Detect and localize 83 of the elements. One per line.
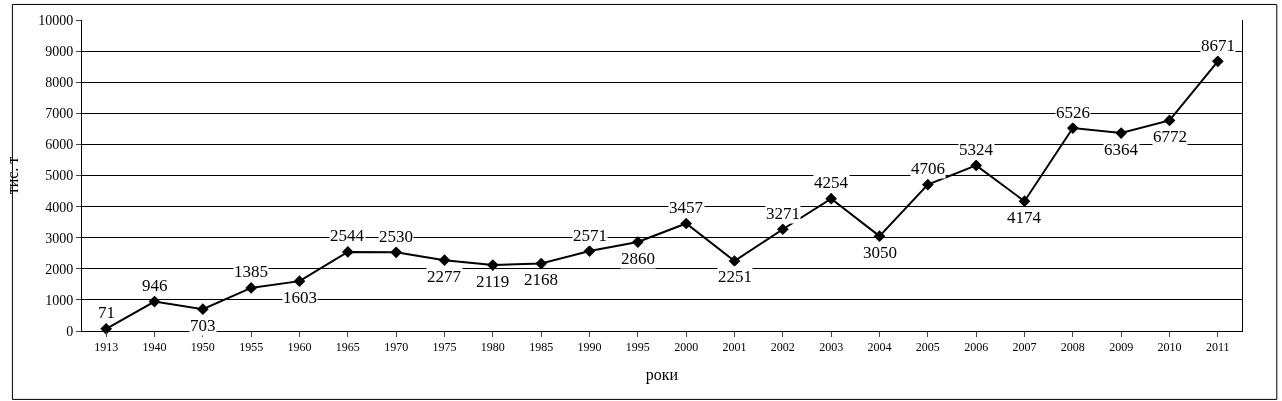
x-tick-label: 1970 xyxy=(384,340,409,355)
data-label: 1603 xyxy=(283,288,317,307)
x-tick-label: 1940 xyxy=(142,340,167,355)
x-tick-label: 2005 xyxy=(915,340,940,355)
point xyxy=(776,223,789,236)
data-label: 2571 xyxy=(573,226,607,245)
data-label: 4254 xyxy=(814,173,849,192)
data-label: 2277 xyxy=(427,267,462,286)
y-tick-label: 10000 xyxy=(38,12,74,28)
x-axis-title: роки xyxy=(645,366,679,385)
y-tick-label: 1000 xyxy=(45,292,74,308)
point xyxy=(583,245,596,257)
point xyxy=(1163,114,1176,127)
data-label: 4174 xyxy=(1007,208,1042,227)
data-label: 3271 xyxy=(766,204,800,223)
y-tick-label: 8000 xyxy=(45,75,74,91)
x-tick-label: 2000 xyxy=(674,340,699,355)
data-label: 703 xyxy=(190,316,216,335)
y-tick-label: 4000 xyxy=(45,199,74,215)
y-tick-label: 6000 xyxy=(45,137,74,153)
x-tick-label: 1913 xyxy=(94,340,119,355)
point xyxy=(728,255,741,267)
data-label: 946 xyxy=(142,276,168,295)
x-tick-label: 1965 xyxy=(335,340,360,355)
data-label: 5324 xyxy=(959,140,994,159)
data-label: 4706 xyxy=(911,159,945,178)
y-tick-label: 5000 xyxy=(45,168,74,184)
y-tick-label: 3000 xyxy=(45,230,74,246)
x-tick-label: 2007 xyxy=(1012,340,1037,355)
point xyxy=(921,178,934,191)
data-label: 3457 xyxy=(669,198,704,217)
x-tick-label: 1960 xyxy=(287,340,312,355)
point xyxy=(196,303,209,315)
point xyxy=(486,259,499,271)
data-label: 2544 xyxy=(330,226,365,245)
point xyxy=(631,236,644,248)
point xyxy=(1211,55,1224,68)
y-axis-title: тис. т xyxy=(4,156,22,195)
data-label: 6364 xyxy=(1104,140,1139,159)
data-label: 2251 xyxy=(718,267,752,286)
y-tick-label: 7000 xyxy=(45,106,74,122)
x-tick-label: 1980 xyxy=(480,340,505,355)
x-tick-label: 2010 xyxy=(1157,340,1182,355)
x-tick-label: 1995 xyxy=(625,340,650,355)
data-label: 2860 xyxy=(621,249,655,268)
y-tick-label: 2000 xyxy=(45,261,74,277)
point xyxy=(970,159,983,172)
x-tick-label: 2003 xyxy=(819,340,844,355)
x-tick-label: 1975 xyxy=(432,340,457,355)
point xyxy=(873,230,886,242)
x-tick-label: 2011 xyxy=(1206,340,1230,355)
data-label: 2168 xyxy=(524,270,558,289)
x-tick-label: 2001 xyxy=(722,340,747,355)
point xyxy=(1066,122,1079,134)
point xyxy=(825,192,838,205)
point xyxy=(1115,127,1128,139)
point xyxy=(535,257,548,270)
data-label: 3050 xyxy=(863,243,897,262)
point xyxy=(293,275,306,287)
point xyxy=(438,254,451,267)
data-label: 6772 xyxy=(1153,127,1187,146)
data-label: 2530 xyxy=(379,227,413,246)
point xyxy=(341,246,354,258)
point xyxy=(245,282,258,294)
y-tick-label: 9000 xyxy=(45,44,74,59)
data-label: 71 xyxy=(98,303,115,322)
point xyxy=(680,217,693,230)
x-tick-label: 1990 xyxy=(577,340,602,355)
x-tick-label: 1955 xyxy=(239,340,264,355)
data-label: 8671 xyxy=(1201,36,1235,55)
point xyxy=(148,295,161,308)
y-tick-label: 0 xyxy=(66,323,74,339)
data-label: 6526 xyxy=(1056,103,1090,122)
data-label: 1385 xyxy=(234,262,268,281)
x-tick-label: 2002 xyxy=(770,340,795,355)
data-label: 2119 xyxy=(476,272,510,291)
x-tick-label: 1950 xyxy=(190,340,215,355)
point xyxy=(390,246,403,259)
x-tick-label: 2009 xyxy=(1109,340,1134,355)
x-tick-label: 2008 xyxy=(1060,340,1085,355)
x-tick-label: 2004 xyxy=(867,340,892,355)
x-tick-label: 2006 xyxy=(964,340,989,355)
x-tick-label: 1985 xyxy=(529,340,554,355)
